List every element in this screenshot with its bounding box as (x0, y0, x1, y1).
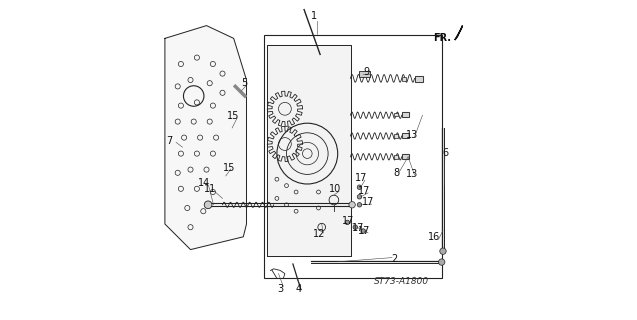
Circle shape (204, 201, 212, 209)
Bar (402, 77, 406, 81)
Bar (394, 155, 397, 159)
Text: 17: 17 (355, 173, 367, 183)
Text: 17: 17 (362, 197, 375, 207)
Circle shape (361, 229, 366, 233)
Text: 5: 5 (241, 77, 247, 88)
Bar (402, 133, 409, 138)
Text: 2: 2 (392, 254, 397, 264)
Circle shape (349, 202, 355, 208)
Text: ST73-A1800: ST73-A1800 (374, 277, 429, 286)
Circle shape (345, 220, 350, 225)
Text: 17: 17 (359, 186, 371, 196)
Text: 1: 1 (311, 11, 317, 21)
Text: 17: 17 (352, 223, 364, 233)
Circle shape (357, 195, 362, 199)
Text: 17: 17 (359, 226, 371, 236)
Text: 15: 15 (227, 111, 239, 121)
Polygon shape (402, 154, 409, 159)
Polygon shape (402, 112, 409, 117)
Polygon shape (415, 76, 422, 82)
Bar (264, 35, 441, 278)
Polygon shape (455, 26, 462, 40)
Polygon shape (165, 26, 247, 250)
Circle shape (438, 259, 445, 265)
Text: 4: 4 (296, 284, 301, 294)
Polygon shape (268, 45, 350, 256)
Bar (402, 154, 409, 159)
Bar (402, 112, 409, 117)
Bar (394, 134, 397, 138)
Polygon shape (402, 133, 409, 138)
Text: 11: 11 (204, 184, 217, 195)
Text: 8: 8 (394, 168, 400, 179)
Text: 16: 16 (428, 232, 440, 243)
Text: 10: 10 (329, 184, 341, 195)
Text: 3: 3 (277, 284, 283, 294)
Circle shape (440, 248, 446, 254)
Bar (415, 76, 422, 82)
Bar (394, 113, 397, 116)
Text: 12: 12 (313, 229, 326, 239)
Text: 13: 13 (406, 169, 418, 180)
Text: 15: 15 (224, 163, 236, 173)
Text: 7: 7 (166, 136, 173, 147)
Bar (359, 71, 369, 77)
Circle shape (353, 225, 357, 229)
Text: 14: 14 (198, 178, 210, 188)
Text: 6: 6 (443, 148, 448, 158)
Text: 17: 17 (343, 216, 355, 227)
Circle shape (357, 185, 362, 189)
Text: 9: 9 (364, 67, 369, 77)
Circle shape (357, 203, 362, 207)
Text: 13: 13 (406, 130, 418, 140)
Text: FR.: FR. (433, 33, 451, 44)
